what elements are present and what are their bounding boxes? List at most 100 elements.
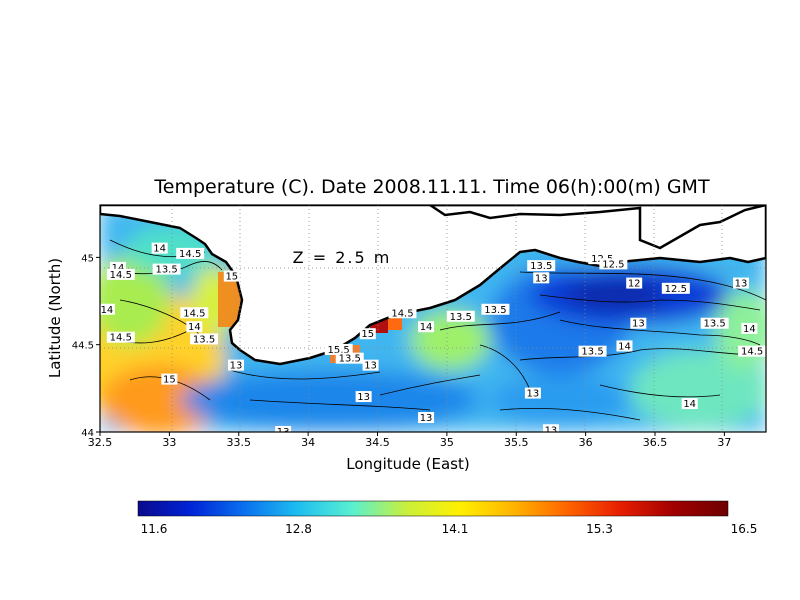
- contour-label-background: [152, 263, 181, 275]
- contour-label: 14: [186, 321, 203, 333]
- hot-patch-kerch-edge: [388, 315, 402, 330]
- contour-label-text: 12.5: [665, 284, 687, 295]
- contour-label: 12.5: [661, 282, 690, 295]
- contour-label-background: [681, 398, 698, 410]
- grid-lines: [100, 205, 766, 432]
- contour-label-background: [324, 343, 353, 355]
- contour-label-text: 14: [618, 341, 631, 352]
- contour-label-background: [227, 359, 244, 371]
- contour-label: 15.5: [324, 343, 353, 356]
- x-tick-label: 33: [162, 436, 176, 449]
- contour-label-text: 13: [632, 319, 645, 330]
- contour-label: 14: [681, 398, 698, 410]
- contour-label-text: 13: [420, 413, 433, 424]
- contour-label-text: 12.5: [602, 259, 624, 270]
- contour-label-text: 13: [535, 273, 548, 284]
- contour-label: 14.5: [176, 247, 205, 260]
- contour-label: 13.5: [481, 303, 510, 316]
- contour-label: 13: [630, 317, 647, 330]
- contour-label-background: [388, 307, 417, 319]
- contour-label-background: [355, 391, 372, 403]
- y-tick-label: 44.5: [72, 341, 94, 352]
- contour-label: 14.5: [106, 331, 135, 344]
- contour-label-background: [616, 340, 633, 352]
- contour-label-background: [418, 321, 435, 333]
- colorbar-label: 14.1: [442, 522, 469, 536]
- contour-label-background: [359, 328, 376, 340]
- y-tick-label: 44: [81, 428, 94, 439]
- contour-label-background: [481, 303, 510, 315]
- contour-label-background: [223, 270, 240, 282]
- contour-label: 13: [418, 412, 435, 424]
- contour-label-text: 14: [188, 322, 201, 333]
- contour-label-background: [599, 258, 628, 270]
- contour-label-background: [533, 272, 550, 284]
- contour-label-text: 14.5: [110, 270, 132, 281]
- contour-label-text: 13: [735, 279, 748, 290]
- contour-label: 13: [524, 387, 541, 400]
- contour-label: 13.5: [700, 317, 729, 330]
- contour-label-text: 15.5: [328, 345, 350, 356]
- contour-label-text: 13: [527, 389, 540, 400]
- contour-label-background: [738, 345, 766, 357]
- contour-label-background: [418, 412, 435, 424]
- chart-title: Temperature (C). Date 2008.11.11. Time 0…: [153, 176, 710, 198]
- contour-label-text: 13.5: [581, 347, 603, 358]
- contour-label-text: 13.5: [450, 312, 472, 323]
- contour-label-background: [176, 247, 205, 259]
- contour-label: 13.5: [578, 345, 607, 358]
- contour-label: 12: [626, 277, 643, 290]
- contour-label-text: 13.5: [155, 265, 177, 276]
- contour-label: 14: [100, 303, 115, 316]
- contour-label: 13: [733, 277, 750, 290]
- contour-label: 13: [533, 272, 550, 284]
- contour-label-text: 14: [101, 305, 114, 316]
- contour-label-background: [630, 317, 647, 329]
- contour-label-text: 12: [628, 279, 641, 290]
- x-axis-label: Longitude (East): [346, 455, 469, 473]
- contour-label-background: [106, 331, 135, 343]
- contour-label-background: [626, 277, 643, 289]
- contour-label-text: 14.5: [179, 249, 201, 260]
- colorbar-label: 12.8: [285, 522, 312, 536]
- contour-label-background: [524, 387, 541, 399]
- contour-label-background: [106, 268, 135, 280]
- contour-label-background: [110, 261, 127, 273]
- contour-label-background: [578, 345, 607, 357]
- contour-label-text: 13: [545, 425, 558, 436]
- contour-label: 14: [110, 261, 127, 274]
- contour-label-background: [100, 303, 115, 315]
- contour-label-background: [661, 282, 690, 294]
- contour-label: 14: [616, 340, 633, 352]
- azov-coastline: [427, 205, 766, 250]
- contour-label-background: [186, 321, 203, 333]
- colorbar-label: 15.3: [586, 522, 613, 536]
- contour-label-background: [161, 373, 178, 385]
- contour-label-background: [733, 277, 750, 289]
- contour-label-text: 14: [153, 244, 166, 255]
- plot-frame: [99, 204, 767, 433]
- contour-label-text: 13: [364, 361, 377, 372]
- contour-label-text: 13.5: [530, 261, 552, 272]
- contour-label: 14.5: [738, 345, 766, 358]
- contour-label-text: 13: [277, 427, 290, 438]
- contour-label-text: 13: [230, 361, 243, 372]
- contour-label-text: 15: [163, 375, 176, 386]
- contour-label: 14.5: [106, 268, 135, 281]
- contour-label-text: 14: [420, 322, 433, 333]
- contour-label-background: [151, 242, 168, 254]
- x-tick-label: 37: [717, 436, 731, 449]
- contour-label-text: 15: [361, 329, 374, 340]
- contour-label-text: 13: [357, 392, 370, 403]
- contour-label-text: 14.5: [110, 333, 132, 344]
- contour-label: 13.5: [446, 310, 475, 323]
- contour-label: 15: [223, 270, 240, 283]
- contour-label: 13: [542, 424, 559, 436]
- x-tick-label: 32.5: [88, 436, 113, 449]
- x-tick-label: 35: [440, 436, 454, 449]
- contour-label: 13.5: [190, 333, 219, 345]
- contour-label-text: 13.5: [193, 334, 215, 345]
- contour-label: 13.5: [335, 352, 364, 365]
